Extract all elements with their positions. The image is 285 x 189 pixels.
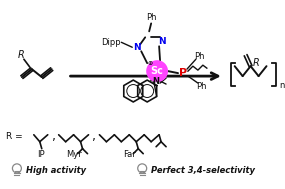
Text: Ph: Ph: [146, 13, 156, 22]
Circle shape: [146, 60, 168, 82]
Text: Far: Far: [123, 150, 136, 159]
Text: N: N: [133, 43, 141, 52]
Text: Perfect 3,4-selectivity: Perfect 3,4-selectivity: [151, 166, 255, 175]
Text: R: R: [253, 58, 260, 68]
Text: Sc: Sc: [151, 66, 164, 76]
Text: Dipp: Dipp: [101, 38, 121, 47]
Text: High activity: High activity: [26, 166, 86, 175]
Text: ,: ,: [52, 130, 56, 143]
Text: ,: ,: [92, 130, 96, 143]
Text: R: R: [17, 50, 24, 60]
Text: Ph: Ph: [197, 81, 207, 91]
Text: Ph: Ph: [194, 52, 204, 61]
Text: N: N: [158, 37, 166, 46]
Text: Myr: Myr: [66, 150, 82, 159]
Text: IP: IP: [37, 150, 44, 159]
Text: N: N: [153, 77, 160, 86]
Text: $\oplus$: $\oplus$: [147, 59, 154, 67]
Text: R =: R =: [6, 132, 23, 141]
Text: P: P: [179, 68, 187, 78]
Text: n: n: [279, 81, 285, 90]
